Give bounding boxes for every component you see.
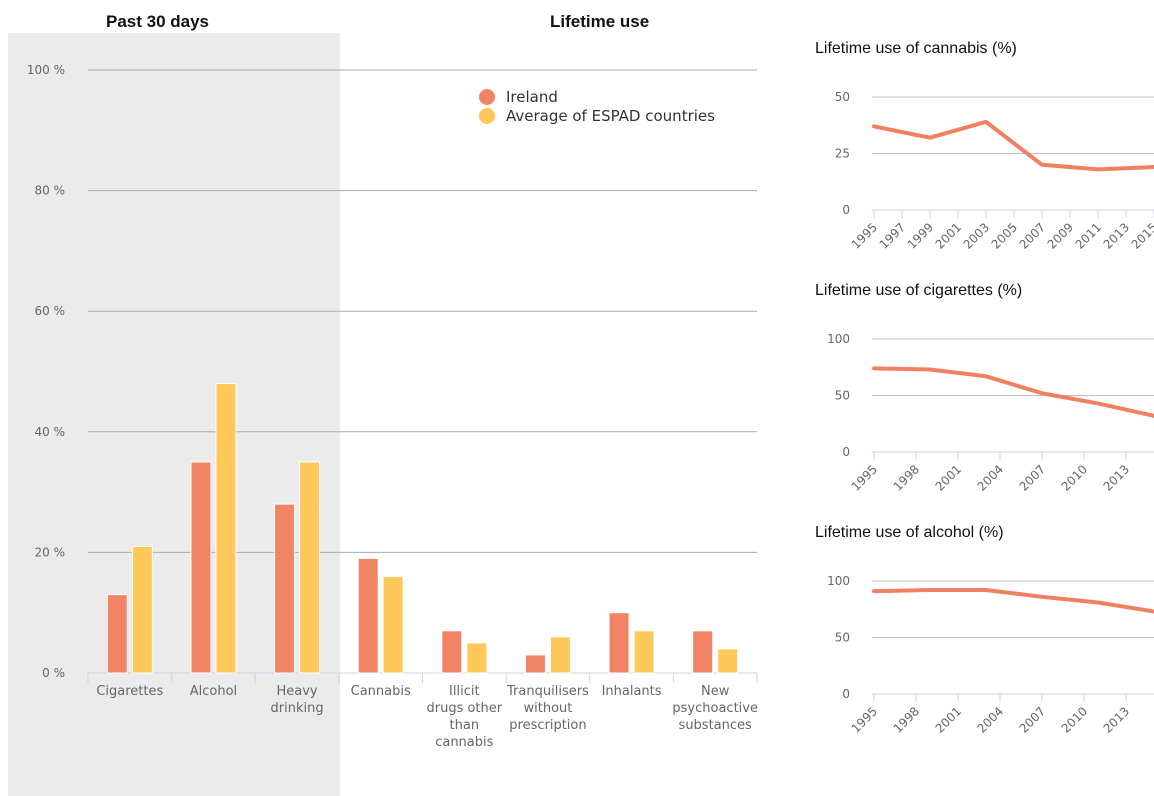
- trend-line: [872, 366, 1154, 418]
- mini-y-tick-label: 50: [835, 631, 850, 645]
- mini-y-tick-label: 25: [835, 147, 850, 161]
- category-label: Alcohol: [190, 684, 237, 699]
- substance-use-bar-chart: 0 % 20 % 40 % 60 % 80 % 100 % Cigarettes Alcoho…: [8, 33, 758, 796]
- bar-espad: [382, 576, 404, 674]
- mini-y-tick-label: 0: [842, 687, 850, 701]
- mini-x-tick-label: 2011: [1073, 220, 1104, 251]
- mini-y-tick-label: 100: [827, 574, 850, 588]
- category-label: New psychoactive substances: [672, 684, 758, 733]
- past-30-days-header: Past 30 days: [106, 12, 210, 31]
- legend-marker-espad: [479, 108, 495, 124]
- mini-y-tick-label: 100: [827, 332, 850, 346]
- category-label: Cannabis: [351, 684, 411, 699]
- bar-espad: [215, 383, 237, 674]
- legend-label-espad: Average of ESPAD countries: [506, 107, 715, 125]
- mini-x-tick-label: 2013: [1101, 462, 1132, 493]
- trend-line: [872, 119, 1154, 172]
- past-30-days-shade: [8, 33, 340, 796]
- y-tick-label: 0 %: [42, 666, 65, 680]
- mini-x-tick-label: 2001: [933, 462, 964, 493]
- mini-x-tick-label: 2001: [933, 704, 964, 735]
- mini-x-tick-label: 1998: [891, 462, 922, 493]
- category-label: Tranquilisers without prescription: [506, 684, 589, 733]
- bar-ireland: [524, 654, 546, 674]
- mini-x-tick-label: 1995: [849, 220, 880, 251]
- alcohol-trend-chart: 0 50 100 1995 1998 2001 2004 2007 2010 2013: [827, 574, 1154, 736]
- mini-x-tick-label: 2009: [1045, 220, 1076, 251]
- trend-line: [872, 588, 1154, 614]
- mini-x-tick-label: 1995: [849, 704, 880, 735]
- y-tick-label: 100 %: [27, 63, 65, 77]
- bar-ireland: [274, 503, 296, 674]
- bar-espad: [131, 545, 153, 674]
- mini-x-tick-label: 2013: [1101, 220, 1132, 251]
- mini-x-tick-label: 2005: [989, 220, 1020, 251]
- bar-ireland: [608, 612, 630, 674]
- bar-espad: [466, 642, 488, 674]
- bar-ireland: [357, 557, 379, 674]
- mini-x-tick-label: 2001: [933, 220, 964, 251]
- mini-x-tick-label: 2010: [1059, 704, 1090, 735]
- bar-espad: [717, 648, 739, 674]
- mini-y-tick-label: 0: [842, 203, 850, 217]
- category-label: Heavy drinking: [271, 684, 324, 716]
- mini-x-tick-label: 2004: [975, 462, 1006, 493]
- mini-x-tick-label: 2007: [1017, 704, 1048, 735]
- category-label: Inhalants: [602, 684, 662, 699]
- mini-x-tick-label: 1998: [891, 704, 922, 735]
- bar-espad: [633, 630, 655, 674]
- cannabis-chart-title: Lifetime use of cannabis (%): [815, 40, 1017, 57]
- category-label: Cigarettes: [96, 684, 163, 699]
- mini-x-tick-label: 2013: [1101, 704, 1132, 735]
- bar-ireland: [692, 630, 714, 674]
- bar-ireland: [190, 461, 212, 674]
- lifetime-use-header: Lifetime use: [550, 12, 650, 31]
- cigarettes-trend-chart: 0 50 100 1995 1998 2001 2004 2007 2010 2013: [827, 332, 1154, 494]
- mini-y-tick-label: 0: [842, 445, 850, 459]
- cannabis-trend-chart: 0255019951997199920012003200520072009201…: [835, 90, 1154, 252]
- mini-x-tick-label: 1995: [849, 462, 880, 493]
- cigarettes-chart-title: Lifetime use of cigarettes (%): [815, 282, 1023, 299]
- y-tick-label: 60 %: [35, 304, 66, 318]
- mini-x-tick-label: 2010: [1059, 462, 1090, 493]
- bar-ireland: [441, 630, 463, 674]
- mini-x-tick-label: 2015: [1129, 220, 1154, 251]
- alcohol-chart-title: Lifetime use of alcohol (%): [815, 524, 1004, 541]
- bar-espad: [549, 636, 571, 674]
- mini-x-tick-label: 2003: [961, 220, 992, 251]
- mini-y-tick-label: 50: [835, 389, 850, 403]
- legend-label-ireland: Ireland: [506, 88, 558, 106]
- mini-x-tick-label: 2007: [1017, 462, 1048, 493]
- mini-x-tick-label: 2004: [975, 704, 1006, 735]
- mini-x-tick-label: 1999: [905, 220, 936, 251]
- legend-marker-ireland: [479, 89, 495, 105]
- y-tick-label: 40 %: [35, 425, 66, 439]
- bar-espad: [299, 461, 321, 674]
- bar-ireland: [106, 594, 128, 674]
- y-tick-label: 20 %: [35, 545, 66, 559]
- y-tick-label: 80 %: [35, 184, 66, 198]
- category-label: Illicit drugs other than cannabis: [426, 684, 502, 750]
- mini-x-tick-label: 2007: [1017, 220, 1048, 251]
- mini-y-tick-label: 50: [835, 90, 850, 104]
- mini-x-tick-label: 1997: [877, 220, 908, 251]
